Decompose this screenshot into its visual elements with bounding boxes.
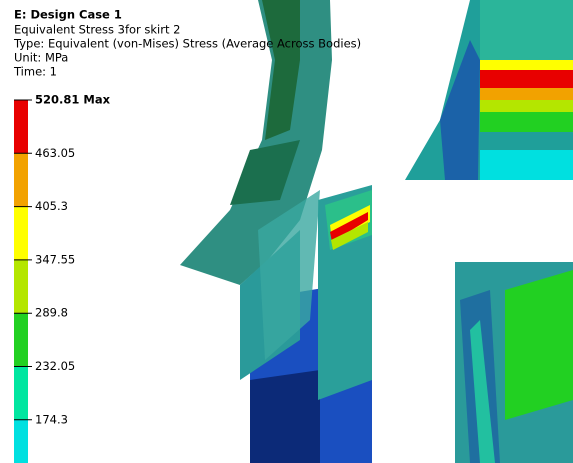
legend-swatch (14, 206, 28, 260)
legend-swatch (14, 419, 28, 463)
legend-label: 232.05 (35, 359, 75, 373)
legend-label: 347.55 (35, 252, 75, 266)
subtitle: Type: Equivalent (von-Mises) Stress (Ave… (13, 37, 361, 51)
subtitle: Equivalent Stress 3for skirt 2 (14, 23, 180, 37)
legend-label: 520.81 Max (35, 93, 111, 107)
subtitle: Time: 1 (13, 65, 57, 79)
subtitle: Unit: MPa (14, 51, 68, 65)
legend-label: 174.3 (35, 412, 68, 426)
legend: 520.81 Max 463.05 405.3 347.55 289.8 232.05 17… (14, 93, 111, 463)
legend-swatch (14, 153, 28, 207)
legend-label: 405.3 (35, 199, 68, 213)
legend-swatch (14, 100, 28, 154)
legend-label: 289.8 (35, 306, 68, 320)
legend-swatch (14, 313, 28, 367)
legend-label: 463.05 (35, 146, 75, 160)
legend-swatch (14, 259, 28, 314)
legend-swatch (14, 366, 28, 420)
title: E: Design Case 1 (14, 8, 122, 22)
